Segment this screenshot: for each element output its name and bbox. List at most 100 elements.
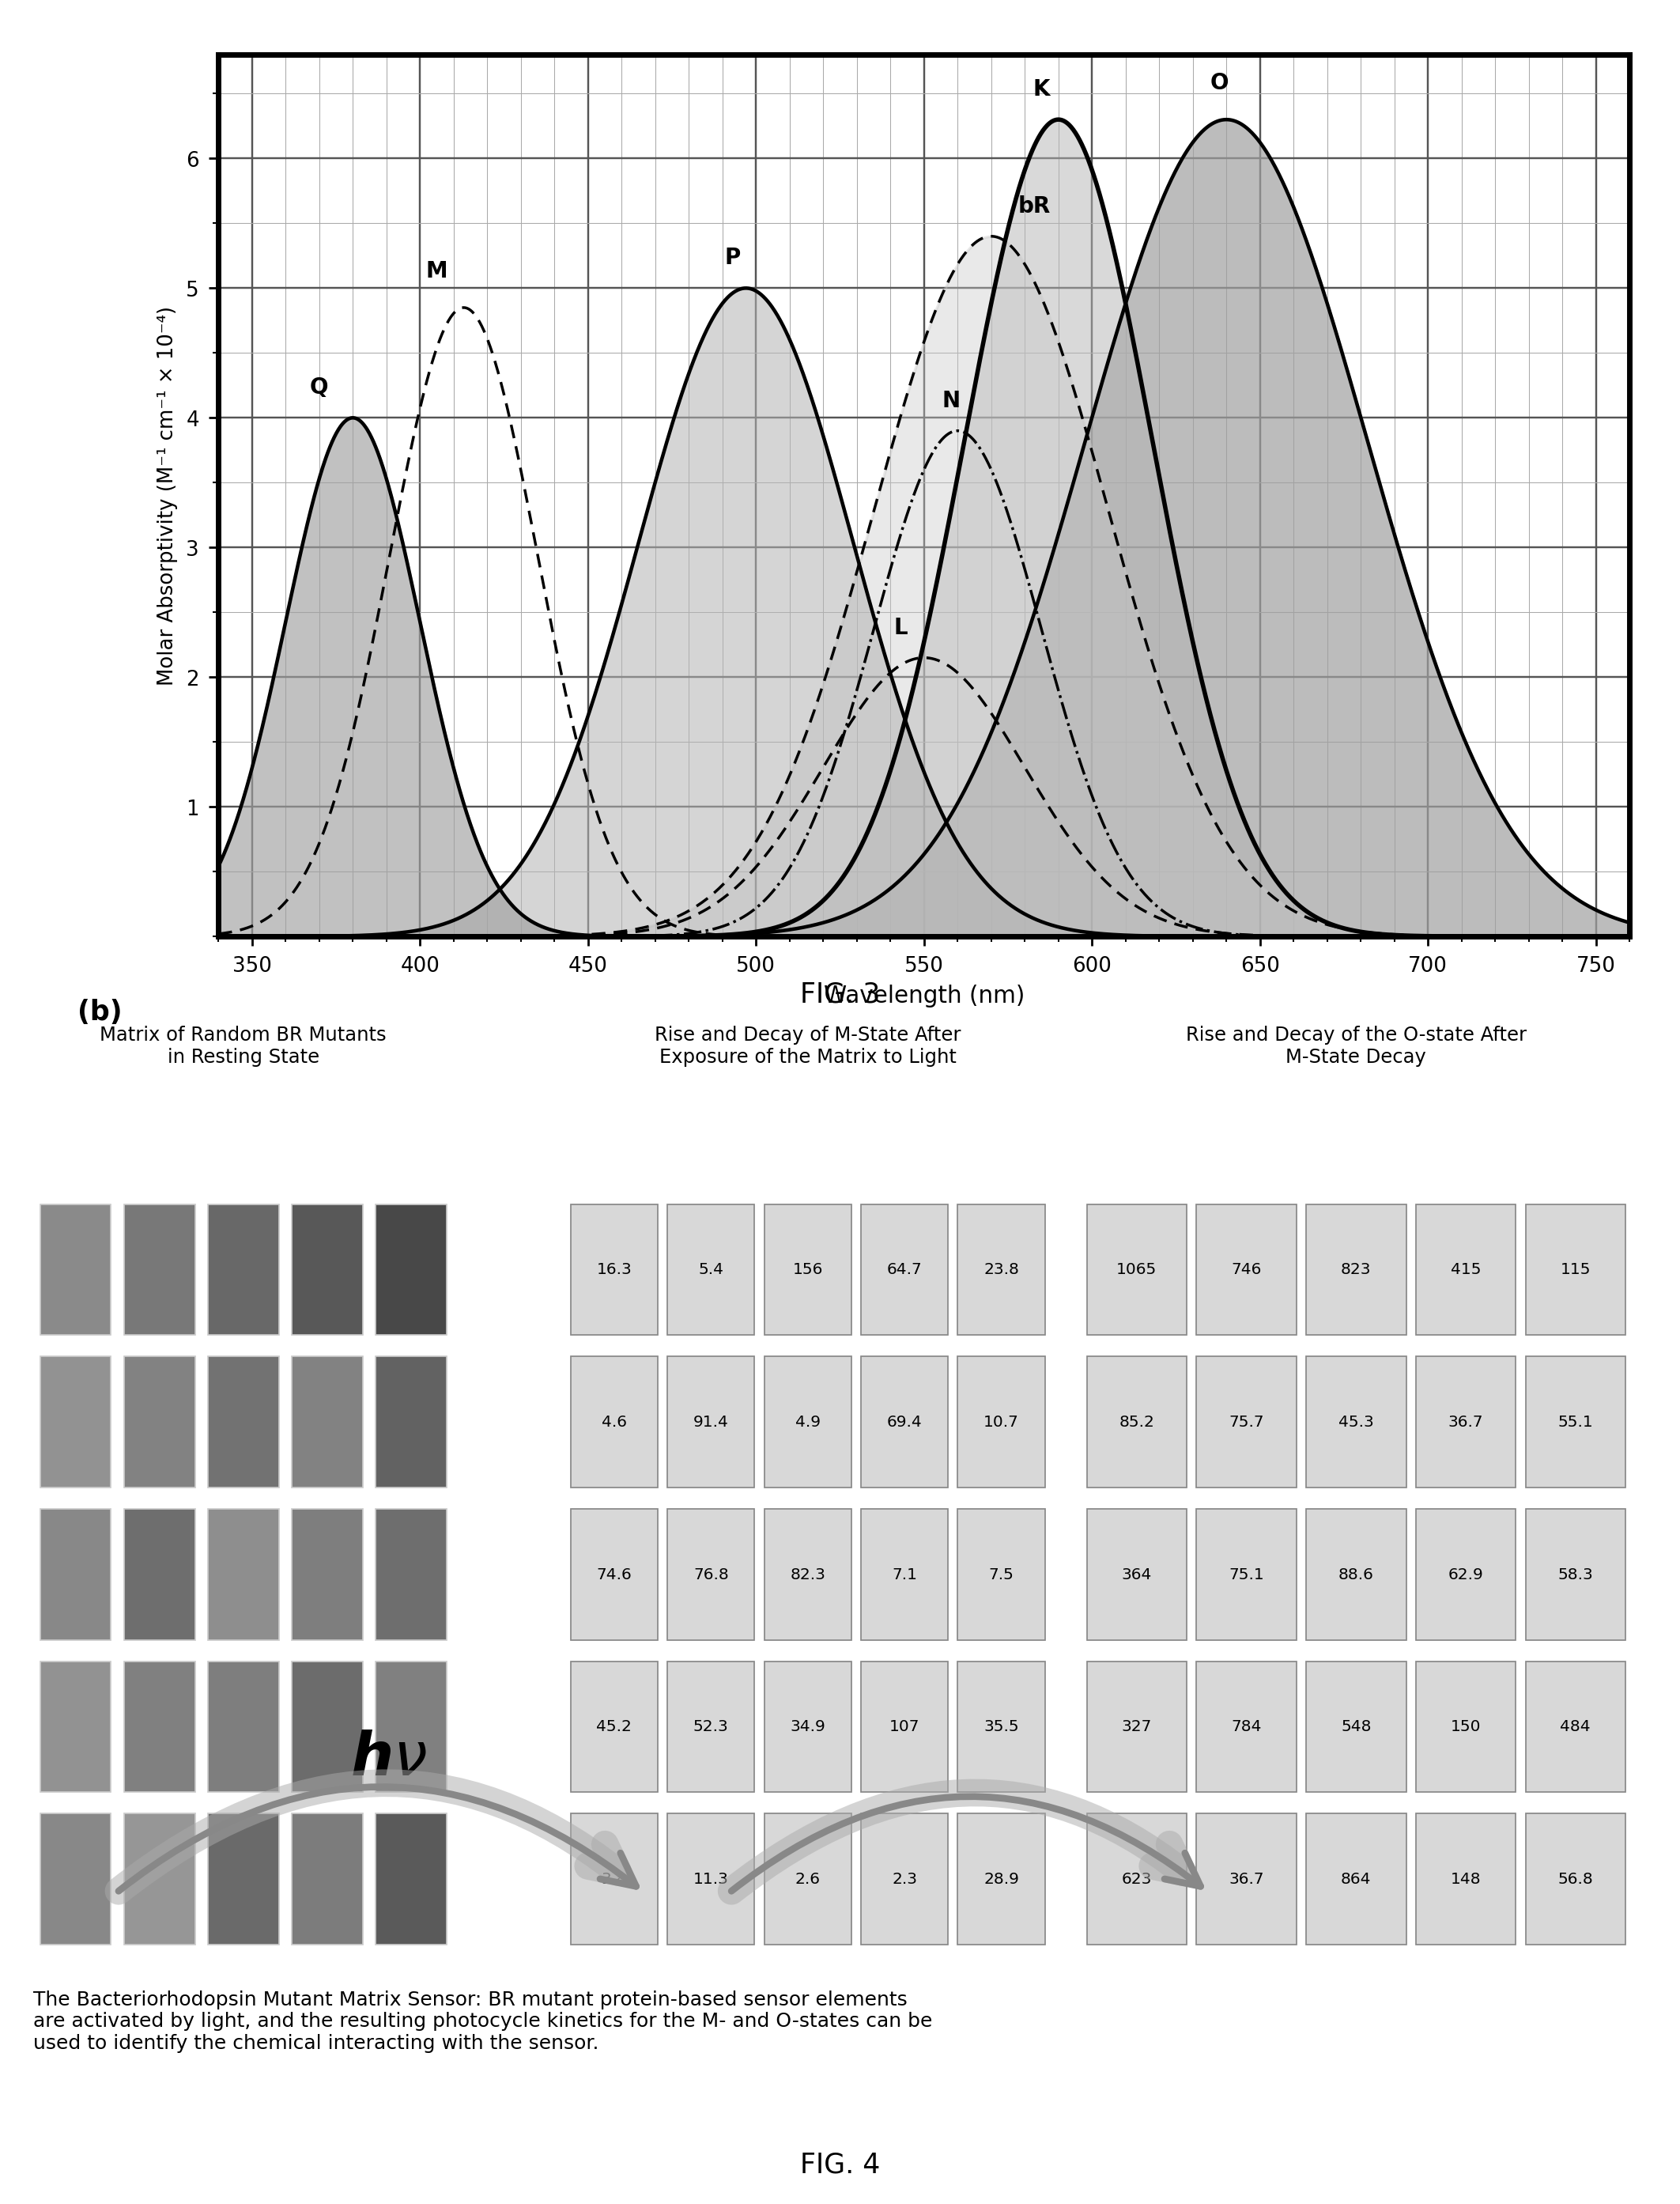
Text: 7.5: 7.5 [990, 1567, 1015, 1582]
Text: 75.1: 75.1 [1228, 1567, 1263, 1582]
Bar [376, 1510, 447, 1640]
Bar [292, 1203, 363, 1336]
Text: Rise and Decay of the O-state After
M-State Decay: Rise and Decay of the O-state After M-St… [1186, 1025, 1527, 1067]
Bar [1525, 1358, 1626, 1488]
Text: 58.3: 58.3 [1557, 1567, 1593, 1582]
Text: bR: bR [1018, 194, 1050, 218]
Y-axis label: Molar Absorptivity (M⁻¹ cm⁻¹ × 10⁻⁴): Molar Absorptivity (M⁻¹ cm⁻¹ × 10⁻⁴) [158, 306, 178, 685]
Text: 156: 156 [793, 1263, 823, 1278]
Bar [376, 1662, 447, 1792]
Text: 784: 784 [1231, 1719, 1262, 1735]
Bar [667, 1662, 754, 1792]
Text: K: K [1033, 79, 1050, 101]
Text: 115: 115 [1561, 1263, 1591, 1278]
Bar [124, 1203, 195, 1336]
Text: 52.3: 52.3 [694, 1719, 729, 1735]
Text: 36.7: 36.7 [1448, 1415, 1483, 1430]
Text: Q: Q [309, 377, 329, 399]
Text: 35.5: 35.5 [984, 1719, 1020, 1735]
Bar [764, 1203, 852, 1336]
Bar [667, 1814, 754, 1944]
Text: 364: 364 [1122, 1567, 1152, 1582]
Text: 88.6: 88.6 [1339, 1567, 1374, 1582]
Bar [1305, 1510, 1406, 1640]
Text: O: O [1210, 73, 1230, 95]
Text: 3.8: 3.8 [601, 1871, 627, 1887]
Text: N: N [942, 390, 959, 412]
Bar [764, 1662, 852, 1792]
Text: 82.3: 82.3 [790, 1567, 825, 1582]
Bar [1087, 1203, 1186, 1336]
Bar [958, 1203, 1045, 1336]
Bar [958, 1662, 1045, 1792]
Bar [1416, 1662, 1515, 1792]
Text: (b): (b) [77, 998, 123, 1025]
Text: 56.8: 56.8 [1557, 1871, 1593, 1887]
Bar [1196, 1510, 1297, 1640]
Bar [571, 1203, 659, 1336]
Bar [571, 1358, 659, 1488]
Bar [1305, 1814, 1406, 1944]
Bar [1305, 1203, 1406, 1336]
Text: 45.2: 45.2 [596, 1719, 632, 1735]
Bar [764, 1358, 852, 1488]
Bar [292, 1358, 363, 1488]
Bar [958, 1358, 1045, 1488]
Bar [124, 1814, 195, 1944]
Bar [1196, 1203, 1297, 1336]
Text: 85.2: 85.2 [1119, 1415, 1154, 1430]
Text: 16.3: 16.3 [596, 1263, 632, 1278]
Text: 10.7: 10.7 [983, 1415, 1020, 1430]
Bar [958, 1814, 1045, 1944]
Bar [208, 1662, 279, 1792]
Bar [1305, 1662, 1406, 1792]
Bar [958, 1510, 1045, 1640]
Bar [208, 1510, 279, 1640]
Text: 23.8: 23.8 [983, 1263, 1020, 1278]
Bar [571, 1662, 659, 1792]
Bar [860, 1203, 948, 1336]
Bar [860, 1662, 948, 1792]
Bar [124, 1662, 195, 1792]
Bar [1525, 1510, 1626, 1640]
Bar [1087, 1358, 1186, 1488]
Text: 548: 548 [1341, 1719, 1371, 1735]
Text: 4.6: 4.6 [601, 1415, 627, 1430]
Bar [1196, 1358, 1297, 1488]
Text: 484: 484 [1561, 1719, 1591, 1735]
Text: M: M [425, 260, 447, 282]
Bar [40, 1203, 111, 1336]
Bar [764, 1814, 852, 1944]
Bar [40, 1510, 111, 1640]
Text: FIG. 4: FIG. 4 [800, 2151, 880, 2178]
FancyArrowPatch shape [119, 1783, 618, 1891]
Text: 150: 150 [1450, 1719, 1482, 1735]
Bar [208, 1203, 279, 1336]
Text: 28.9: 28.9 [983, 1871, 1020, 1887]
Bar [571, 1814, 659, 1944]
Bar [571, 1510, 659, 1640]
Bar [40, 1662, 111, 1792]
Bar [1196, 1814, 1297, 1944]
Bar [1087, 1662, 1186, 1792]
Text: 2.6: 2.6 [795, 1871, 820, 1887]
Bar [208, 1358, 279, 1488]
Text: The Bacteriorhodopsin Mutant Matrix Sensor: BR mutant protein-based sensor eleme: The Bacteriorhodopsin Mutant Matrix Sens… [34, 1990, 932, 2052]
Bar [376, 1358, 447, 1488]
Bar [1305, 1358, 1406, 1488]
Text: 415: 415 [1450, 1263, 1482, 1278]
Text: 5.4: 5.4 [699, 1263, 724, 1278]
Bar [1087, 1814, 1186, 1944]
Text: 36.7: 36.7 [1228, 1871, 1263, 1887]
Text: 148: 148 [1450, 1871, 1482, 1887]
Bar [1525, 1814, 1626, 1944]
Text: Rise and Decay of M-State After
Exposure of the Matrix to Light: Rise and Decay of M-State After Exposure… [655, 1025, 961, 1067]
Text: 64.7: 64.7 [887, 1263, 922, 1278]
Text: 107: 107 [889, 1719, 919, 1735]
Bar [667, 1358, 754, 1488]
Bar [1525, 1662, 1626, 1792]
Bar [860, 1814, 948, 1944]
Text: 91.4: 91.4 [694, 1415, 729, 1430]
Text: 864: 864 [1341, 1871, 1371, 1887]
Text: 55.1: 55.1 [1557, 1415, 1593, 1430]
